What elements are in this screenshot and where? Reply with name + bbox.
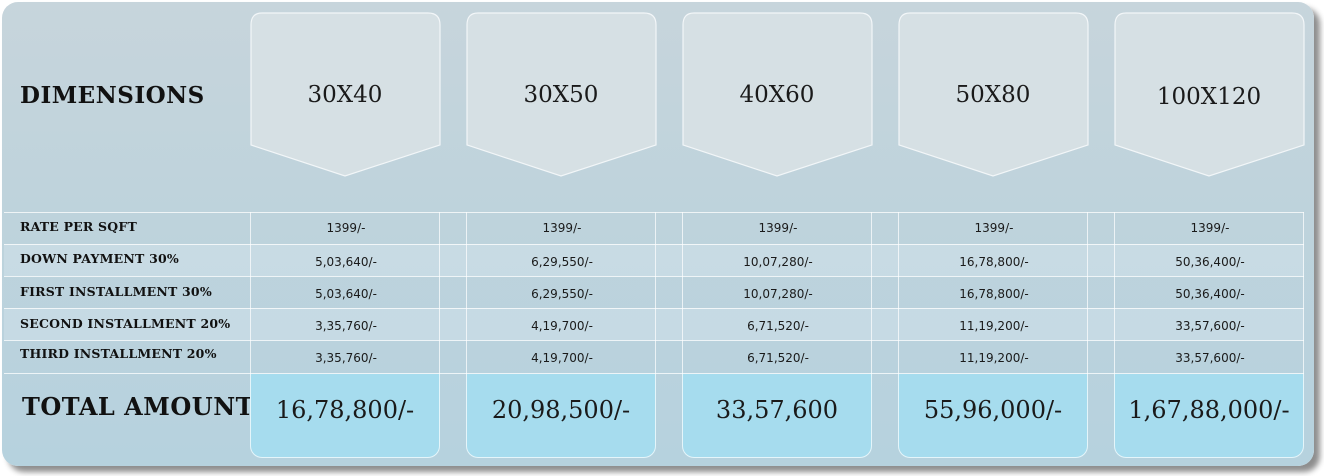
total-value: 16,78,800/-: [275, 396, 415, 424]
row-label-rate: RATE PER SQFT: [20, 219, 137, 234]
size-card: 100X120: [1114, 12, 1305, 178]
first-installment-value: 50,36,400/-: [1175, 287, 1245, 301]
column-body: 1399/- 16,78,800/- 16,78,800/- 11,19,200…: [898, 212, 1088, 376]
column-body: 1399/- 5,03,640/- 5,03,640/- 3,35,760/- …: [250, 212, 440, 376]
down-payment-value: 16,78,800/-: [959, 255, 1029, 269]
rate-value: 1399/-: [326, 221, 366, 235]
first-installment-value: 5,03,640/-: [315, 287, 377, 301]
rate-value: 1399/-: [758, 221, 798, 235]
rate-value: 1399/-: [974, 221, 1014, 235]
row-divider: [4, 373, 1304, 374]
total-value: 55,96,000/-: [923, 396, 1063, 424]
row-divider: [4, 308, 1304, 309]
pricing-table: DIMENSIONS RATE PER SQFT DOWN PAYMENT 30…: [2, 2, 1314, 466]
size-label: 50X80: [955, 82, 1031, 108]
row-divider: [4, 212, 1304, 213]
row-label-second-installment: SECOND INSTALLMENT 20%: [20, 316, 231, 331]
column-body: 1399/- 10,07,280/- 10,07,280/- 6,71,520/…: [682, 212, 872, 376]
plan-column-2: 30X50 1399/- 6,29,550/- 6,29,550/- 4,19,…: [466, 12, 657, 458]
first-installment-value: 16,78,800/-: [959, 287, 1029, 301]
row-label-first-installment: FIRST INSTALLMENT 30%: [20, 284, 212, 299]
total-cell: 55,96,000/-: [898, 374, 1088, 458]
plan-column-4: 50X80 1399/- 16,78,800/- 16,78,800/- 11,…: [898, 12, 1089, 458]
column-body: 1399/- 6,29,550/- 6,29,550/- 4,19,700/- …: [466, 212, 656, 376]
row-divider: [4, 244, 1304, 245]
third-installment-value: 3,35,760/-: [315, 351, 377, 365]
total-value: 1,67,88,000/-: [1128, 396, 1290, 424]
third-installment-value: 33,57,600/-: [1175, 351, 1245, 365]
row-label-third-installment: THIRD INSTALLMENT 20%: [20, 346, 217, 361]
total-cell: 16,78,800/-: [250, 374, 440, 458]
total-amount-label: TOTAL AMOUNT: [22, 392, 254, 421]
total-cell: 20,98,500/-: [466, 374, 656, 458]
size-card: 40X60: [682, 12, 873, 178]
total-cell: 33,57,600: [682, 374, 872, 458]
rate-value: 1399/-: [1190, 221, 1230, 235]
size-label: 30X50: [523, 82, 599, 108]
row-divider: [4, 340, 1304, 341]
third-installment-value: 4,19,700/-: [531, 351, 593, 365]
rate-value: 1399/-: [542, 221, 582, 235]
size-card: 30X50: [466, 12, 657, 178]
third-installment-value: 11,19,200/-: [959, 351, 1029, 365]
size-label: 40X60: [739, 82, 815, 108]
total-value: 20,98,500/-: [491, 396, 631, 424]
second-installment-value: 11,19,200/-: [959, 319, 1029, 333]
total-value: 33,57,600: [715, 396, 839, 424]
second-installment-value: 33,57,600/-: [1175, 319, 1245, 333]
row-divider: [4, 276, 1304, 277]
second-installment-value: 4,19,700/-: [531, 319, 593, 333]
plan-column-5: 100X120 1399/- 50,36,400/- 50,36,400/- 3…: [1114, 12, 1305, 458]
third-installment-value: 6,71,520/-: [747, 351, 809, 365]
size-card: 30X40: [250, 12, 441, 178]
size-label: 100X120: [1156, 84, 1262, 110]
first-installment-value: 6,29,550/-: [531, 287, 593, 301]
dimensions-header-label: DIMENSIONS: [20, 82, 205, 109]
plan-column-3: 40X60 1399/- 10,07,280/- 10,07,280/- 6,7…: [682, 12, 873, 458]
down-payment-value: 6,29,550/-: [531, 255, 593, 269]
second-installment-value: 6,71,520/-: [747, 319, 809, 333]
down-payment-value: 5,03,640/-: [315, 255, 377, 269]
total-cell: 1,67,88,000/-: [1114, 374, 1304, 458]
row-label-down-payment: DOWN PAYMENT 30%: [20, 251, 179, 266]
first-installment-value: 10,07,280/-: [743, 287, 813, 301]
down-payment-value: 50,36,400/-: [1175, 255, 1245, 269]
second-installment-value: 3,35,760/-: [315, 319, 377, 333]
column-body: 1399/- 50,36,400/- 50,36,400/- 33,57,600…: [1114, 212, 1304, 376]
size-label: 30X40: [307, 82, 383, 108]
size-card: 50X80: [898, 12, 1089, 178]
plan-column-1: 30X40 1399/- 5,03,640/- 5,03,640/- 3,35,…: [250, 12, 441, 458]
down-payment-value: 10,07,280/-: [743, 255, 813, 269]
